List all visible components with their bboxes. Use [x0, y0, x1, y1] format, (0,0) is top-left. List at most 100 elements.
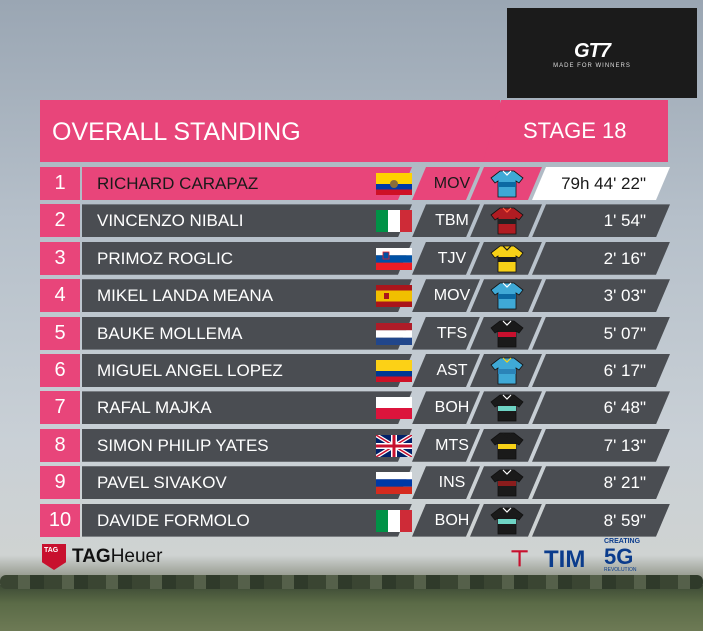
standing-row: 4 MIKEL LANDA MEANA MOV 3' 03": [40, 279, 670, 313]
team-code: BOH: [434, 399, 470, 417]
rider-cell: MIKEL LANDA MEANA: [82, 279, 412, 312]
team-cell: TJV: [412, 242, 480, 275]
rider-cell: MIGUEL ANGEL LOPEZ: [82, 354, 412, 387]
rider-name: MIKEL LANDA MEANA: [97, 286, 274, 306]
trek-jersey-icon: [490, 320, 524, 348]
astana-jersey-icon: [490, 357, 524, 385]
jersey-cell: [470, 279, 542, 312]
tag-heuer-logo: TAG TAGHeuer: [42, 544, 182, 570]
rank: 9: [40, 466, 80, 500]
rider-name: RAFAL MAJKA: [97, 398, 212, 418]
rider-cell: SIMON PHILIP YATES: [82, 429, 412, 462]
rank: 4: [40, 279, 80, 313]
rider-name: DAVIDE FORMOLO: [97, 510, 250, 530]
time-cell: 2' 16": [532, 242, 670, 275]
rider-cell: BAUKE MOLLEMA: [82, 317, 412, 350]
netherlands-flag-icon: [376, 322, 412, 345]
stage-badge: STAGE 18: [483, 100, 668, 162]
standing-row: 2 VINCENZO NIBALI TBM 1' 54": [40, 204, 670, 238]
rank: 2: [40, 204, 80, 238]
rider-cell: VINCENZO NIBALI: [82, 204, 412, 237]
tag-heuer-shield-icon: TAG: [42, 544, 66, 570]
time-gap: 1' 54": [603, 211, 646, 231]
time-cell: 6' 17": [532, 354, 670, 387]
team-code: AST: [436, 362, 468, 379]
time-cell: 8' 59": [532, 504, 670, 537]
team-cell: INS: [412, 466, 480, 499]
standing-row: 6 MIGUEL ANGEL LOPEZ AST 6' 17": [40, 354, 670, 387]
standings-header: OVERALL STANDING: [40, 100, 500, 162]
jumbo-jersey-icon: [490, 245, 524, 273]
rider-cell: RAFAL MAJKA: [82, 391, 412, 424]
team-cell: AST: [412, 354, 480, 387]
rider-name: SIMON PHILIP YATES: [97, 435, 269, 455]
bora-jersey-icon: [490, 507, 524, 535]
poland-flag-icon: [376, 397, 412, 420]
team-code: TJV: [437, 249, 467, 267]
tim-logo: ⊤ TIM CREATING 5G REVOLUTION: [510, 538, 650, 574]
jersey-cell: [470, 466, 542, 499]
italy-flag-icon: [376, 509, 412, 532]
rank: 10: [40, 503, 80, 537]
rider-name: RICHARD CARAPAZ: [97, 174, 259, 193]
jersey-cell: [470, 204, 542, 237]
standing-row: 9 PAVEL SIVAKOV INS 8' 21": [40, 466, 670, 500]
rider-cell: DAVIDE FORMOLO: [82, 504, 412, 537]
rider-name: VINCENZO NIBALI: [97, 211, 244, 231]
team-code: INS: [438, 474, 466, 492]
movistar-jersey-icon: [490, 282, 524, 310]
rank: 5: [40, 316, 80, 350]
rank: 7: [40, 391, 80, 425]
rank: 3: [40, 241, 80, 275]
time-gap: 79h 44' 22": [561, 174, 646, 193]
bahrain-jersey-icon: [490, 207, 524, 235]
uk-flag-icon: [376, 434, 412, 457]
page-title: OVERALL STANDING: [52, 118, 301, 146]
time-cell: 6' 48": [532, 391, 670, 424]
jersey-cell: [470, 242, 542, 275]
jersey-cell: [470, 391, 542, 424]
logo-tagline: MADE FOR WINNERS: [553, 63, 631, 69]
jersey-cell: [470, 429, 542, 462]
stage-label: STAGE 18: [523, 118, 627, 143]
tag-heuer-wordmark: TAGHeuer: [72, 546, 163, 567]
rider-name: PAVEL SIVAKOV: [97, 473, 227, 493]
background-treeline: [0, 575, 703, 631]
ineos-jersey-icon: [490, 469, 524, 497]
spain-flag-icon: [376, 285, 412, 308]
time-cell: 5' 07": [532, 317, 670, 350]
tim-mark-icon: ⊤: [510, 546, 530, 571]
team-cell: BOH: [412, 391, 480, 424]
team-cell: MOV: [412, 167, 480, 200]
jersey-cell: [470, 504, 542, 537]
bora-jersey-icon: [490, 394, 524, 422]
time-cell: 3' 03": [532, 279, 670, 312]
rider-cell: RICHARD CARAPAZ: [82, 167, 412, 200]
rider-name: MIGUEL ANGEL LOPEZ: [97, 361, 283, 380]
team-code: TBM: [435, 212, 469, 230]
tim-wordmark: TIM: [544, 546, 586, 573]
team-cell: TFS: [412, 317, 480, 350]
team-cell: BOH: [412, 504, 480, 537]
team-code: MOV: [433, 287, 471, 305]
colombia-flag-icon: [376, 360, 412, 382]
rider-name: PRIMOZ ROGLIC: [97, 248, 234, 268]
team-code: MTS: [435, 436, 469, 454]
team-cell: MTS: [412, 429, 480, 462]
time-cell: 1' 54": [532, 204, 670, 237]
standing-row: 1 RICHARD CARAPAZ MOV 79h 44' 22": [40, 167, 670, 200]
standing-row: 5 BAUKE MOLLEMA TFS 5' 07": [40, 316, 670, 350]
rider-name: BAUKE MOLLEMA: [97, 323, 243, 343]
rider-cell: PRIMOZ ROGLIC: [82, 242, 412, 275]
time-cell: 7' 13": [532, 429, 670, 462]
mitchelton-jersey-icon: [490, 432, 524, 460]
time-gap: 8' 21": [603, 473, 646, 493]
team-code: BOH: [434, 511, 470, 529]
standing-row: 7 RAFAL MAJKA BOH 6' 48": [40, 391, 670, 425]
jersey-cell: [470, 354, 542, 387]
broadcast-logo: GT7 MADE FOR WINNERS: [507, 8, 697, 98]
standing-row: 3 PRIMOZ ROGLIC TJV 2' 16": [40, 241, 670, 275]
italy-flag-icon: [376, 210, 412, 233]
standing-row: 8 SIMON PHILIP YATES MTS 7' 13": [40, 428, 670, 462]
time-gap: 2' 16": [603, 248, 646, 268]
